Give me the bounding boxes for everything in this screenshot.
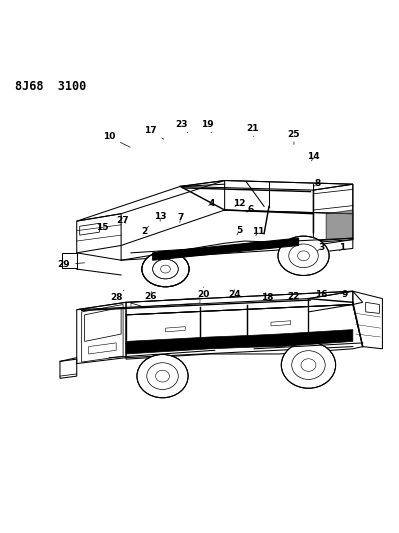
Polygon shape bbox=[153, 238, 298, 260]
Text: 28: 28 bbox=[111, 290, 124, 302]
Text: 4: 4 bbox=[208, 199, 215, 208]
Text: 8: 8 bbox=[314, 180, 321, 188]
Text: 1: 1 bbox=[339, 243, 345, 252]
Text: 12: 12 bbox=[233, 199, 245, 208]
Ellipse shape bbox=[137, 354, 188, 398]
Text: 19: 19 bbox=[201, 120, 214, 133]
Text: 27: 27 bbox=[117, 215, 129, 224]
Text: 10: 10 bbox=[103, 132, 130, 147]
Text: 15: 15 bbox=[96, 223, 108, 232]
Text: 8J68  3100: 8J68 3100 bbox=[15, 79, 86, 93]
Text: 18: 18 bbox=[261, 293, 273, 302]
Ellipse shape bbox=[281, 342, 336, 388]
Text: 17: 17 bbox=[144, 126, 164, 139]
Text: 23: 23 bbox=[176, 120, 188, 133]
Ellipse shape bbox=[142, 252, 189, 287]
Text: 11: 11 bbox=[252, 227, 265, 236]
Text: 26: 26 bbox=[144, 292, 156, 301]
Text: 13: 13 bbox=[154, 212, 166, 221]
Text: 25: 25 bbox=[288, 130, 300, 144]
Text: 2: 2 bbox=[141, 226, 148, 236]
Text: 22: 22 bbox=[288, 292, 300, 301]
Text: 14: 14 bbox=[307, 152, 320, 161]
Ellipse shape bbox=[278, 236, 329, 276]
Text: 7: 7 bbox=[178, 213, 184, 222]
Text: 6: 6 bbox=[247, 205, 254, 214]
Text: 5: 5 bbox=[237, 226, 243, 235]
Text: 29: 29 bbox=[57, 260, 85, 269]
Text: 3: 3 bbox=[318, 243, 325, 252]
Text: 20: 20 bbox=[197, 287, 209, 300]
Polygon shape bbox=[126, 329, 353, 354]
Text: 24: 24 bbox=[229, 289, 241, 298]
Text: 9: 9 bbox=[342, 289, 348, 298]
Text: 21: 21 bbox=[246, 124, 259, 136]
Text: 16: 16 bbox=[315, 289, 328, 298]
Polygon shape bbox=[326, 210, 353, 239]
